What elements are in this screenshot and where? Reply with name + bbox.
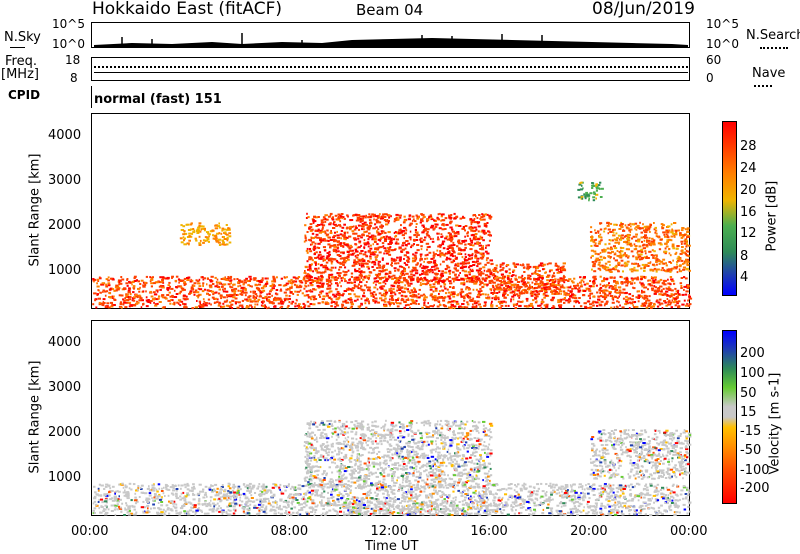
- heatmap-region: [303, 419, 494, 489]
- x-tick-label: 12:00: [370, 524, 408, 539]
- velocity-cb-minus15: -15: [740, 424, 762, 439]
- x-tick-label: 08:00: [270, 524, 309, 539]
- nsky-legend-line: [10, 47, 25, 48]
- velocity-colorbar: [722, 330, 737, 504]
- power-panel: [91, 113, 693, 310]
- nsearch-label: N.Search: [746, 28, 800, 43]
- velocity-ytick-4000: 4000: [48, 335, 82, 350]
- power-cb-12: 12: [740, 226, 757, 241]
- beam-label: Beam 04: [356, 1, 424, 19]
- power-cb-28: 28: [740, 139, 757, 154]
- freq-tick-bottom: 8: [70, 71, 78, 85]
- x-tick-label: 04:00: [170, 524, 209, 539]
- power-cb-8: 8: [740, 249, 749, 264]
- cpid-label: CPID: [8, 88, 41, 102]
- nsky-trace: [94, 33, 688, 47]
- velocity-heatmap: [92, 419, 692, 517]
- x-tick-label: 20:00: [570, 524, 608, 539]
- x-axis-label: Time UT: [365, 539, 419, 554]
- velocity-ytick-2000: 2000: [48, 425, 82, 440]
- nave-tick-bottom: 0: [706, 71, 714, 85]
- velocity-cb-200: 200: [740, 346, 765, 361]
- velocity-colorbar-label: Velocity [m s-1]: [767, 372, 783, 475]
- power-cb-16: 16: [740, 205, 757, 220]
- heatmap-region: [341, 500, 493, 516]
- velocity-ytick-3000: 3000: [48, 380, 82, 395]
- heatmap-region: [577, 181, 604, 202]
- power-ytick-3000: 3000: [48, 173, 82, 188]
- station-title: Hokkaido East (fitACF): [92, 0, 283, 19]
- power-ytick-1000: 1000: [48, 263, 82, 278]
- heatmap-region: [589, 429, 692, 480]
- heatmap-region: [179, 222, 232, 246]
- power-y-label: Slant Range [km]: [27, 153, 43, 267]
- power-cb-4: 4: [740, 270, 749, 285]
- heatmap-region: [92, 482, 692, 517]
- heatmap-region: [490, 262, 568, 296]
- cpid-value: normal (fast) 151: [94, 92, 222, 107]
- power-cb-20: 20: [740, 183, 757, 198]
- velocity-cb-minus200: -200: [740, 481, 770, 496]
- nsky-panel: [91, 22, 690, 48]
- heatmap-region: [589, 221, 691, 274]
- velocity-cb-15: 15: [740, 405, 757, 420]
- velocity-y-label: Slant Range [km]: [27, 360, 43, 474]
- freq-line: [94, 72, 688, 73]
- x-tick-label: 16:00: [470, 524, 508, 539]
- nave-tick-top: 60: [706, 53, 722, 67]
- power-heatmap: [92, 181, 693, 310]
- nsky-tick-bottom: 10^0: [52, 37, 85, 51]
- power-cb-24: 24: [740, 161, 757, 176]
- velocity-cb-minus100: -100: [740, 463, 770, 478]
- nsky-tick-top: 10^5: [52, 17, 85, 31]
- x-tick-label: 00:00: [670, 524, 708, 539]
- nsearch-legend-line: [760, 47, 788, 49]
- power-ytick-2000: 2000: [48, 218, 82, 233]
- heatmap-region: [92, 275, 693, 310]
- velocity-cb-minus50: -50: [740, 443, 762, 458]
- velocity-cb-100: 100: [740, 366, 765, 381]
- nsky-label: N.Sky: [4, 30, 41, 45]
- velocity-cb-50: 50: [740, 386, 757, 401]
- nave-label: Nave: [752, 66, 786, 81]
- nsearch-tick-bottom: 10^0: [706, 37, 739, 51]
- nave-dotted-line: [94, 66, 688, 68]
- nsearch-tick-top: 10^5: [706, 17, 739, 31]
- velocity-ytick-1000: 1000: [48, 470, 82, 485]
- freq-unit: [MHz]: [1, 67, 39, 82]
- power-colorbar: [722, 121, 737, 296]
- date-label: 08/Jun/2019: [592, 0, 695, 19]
- nave-legend-line: [754, 85, 772, 87]
- freq-label: Freq.: [5, 54, 37, 69]
- power-colorbar-label: Power [dB]: [764, 180, 780, 252]
- freq-tick-top: 18: [65, 53, 81, 67]
- power-ytick-4000: 4000: [48, 128, 82, 143]
- velocity-panel: [91, 320, 692, 517]
- heatmap-region: [303, 212, 493, 283]
- cpid-separator: [91, 86, 92, 108]
- freq-panel: [91, 57, 690, 81]
- x-tick-label: 00:00: [71, 524, 109, 539]
